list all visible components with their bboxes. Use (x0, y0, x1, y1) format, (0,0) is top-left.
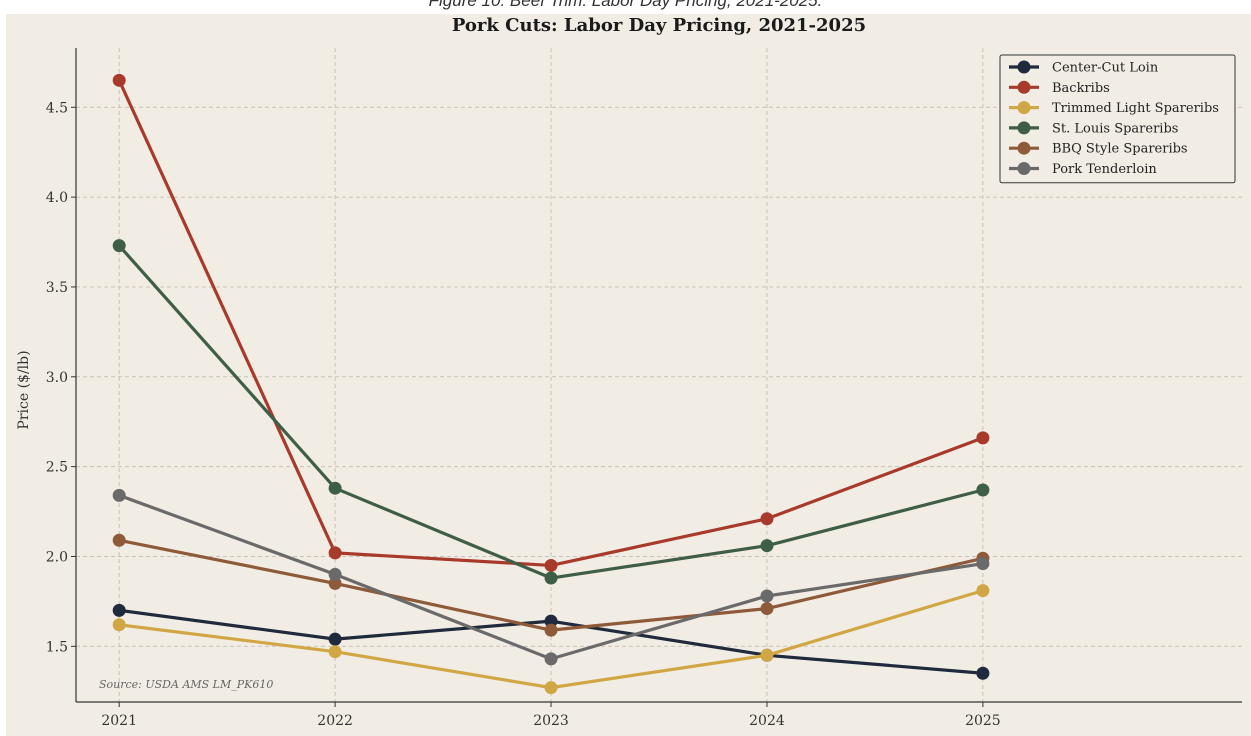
x-tick-label: 2025 (965, 713, 1001, 729)
legend-box (999, 54, 1236, 184)
data-point (760, 602, 774, 616)
data-point (328, 576, 342, 590)
axes (75, 48, 1242, 703)
data-point (328, 632, 342, 646)
data-point (976, 584, 990, 598)
series-trimmed-light-spareribs (112, 584, 990, 695)
legend-label: Center-Cut Loin (1052, 61, 1159, 76)
legend-label: St. Louis Spareribs (1052, 121, 1178, 136)
legend-label: Backribs (1052, 81, 1110, 96)
data-point (976, 557, 990, 571)
source-note: Source: USDA AMS LM_PK610 (99, 678, 273, 691)
legend-swatch-marker (1017, 60, 1031, 74)
data-point (760, 589, 774, 603)
legend: Center-Cut Loin Backribs Trimmed Light Spa… (999, 54, 1236, 184)
x-tick-label: 2024 (749, 713, 785, 729)
chart-panel: Pork Cuts: Labor Day Pricing, 2021-2025 … (6, 14, 1251, 736)
legend-swatch-marker (1017, 101, 1031, 115)
legend-swatch-marker (1017, 121, 1031, 135)
legend-swatch-marker (1017, 162, 1031, 175)
legend-swatch-marker (1017, 80, 1031, 94)
data-point (544, 571, 558, 585)
figure-caption: Figure 10: Beef Trim: Labor Day Pricing,… (428, 0, 823, 10)
legend-item: Center-Cut Loin (1009, 60, 1159, 76)
legend-item: St. Louis Spareribs (1009, 121, 1178, 136)
data-point (760, 648, 774, 662)
data-point (976, 431, 990, 445)
y-tick-label: 1.5 (46, 639, 68, 655)
data-point (112, 618, 126, 632)
y-tick-label: 2.5 (46, 460, 68, 476)
tick-labels: 1.5 2.0 2.5 3.0 3.5 4.0 4.5 2021 2022 2023 2024 202… (46, 100, 1001, 729)
chart-title: Pork Cuts: Labor Day Pricing, 2021-2025 (452, 15, 866, 36)
x-tick-label: 2021 (101, 713, 137, 729)
legend-item: Pork Tenderloin (1009, 162, 1157, 177)
legend-swatch-marker (1017, 141, 1031, 155)
data-point (112, 533, 126, 547)
grid (76, 48, 1242, 702)
data-point (976, 666, 990, 680)
data-point (544, 614, 558, 628)
series-group (112, 73, 990, 695)
series-st-louis-spareribs (112, 239, 990, 585)
line-chart: Pork Cuts: Labor Day Pricing, 2021-2025 … (16, 15, 1242, 729)
series-pork-tenderloin (112, 488, 990, 666)
y-axis-label: Price ($/lb) (16, 350, 32, 429)
y-tick-label: 4.5 (46, 100, 68, 116)
x-tick-label: 2022 (317, 713, 353, 729)
data-point (112, 603, 126, 617)
legend-item: Trimmed Light Spareribs (1009, 101, 1219, 116)
y-tick-label: 3.0 (46, 370, 68, 386)
data-point (760, 539, 774, 553)
data-point (112, 73, 126, 87)
data-point (976, 483, 990, 497)
legend-item: BBQ Style Spareribs (1009, 141, 1188, 157)
data-point (328, 546, 342, 560)
data-point (544, 558, 558, 572)
legend-item: Backribs (1009, 80, 1110, 96)
y-tick-label: 2.0 (46, 549, 68, 565)
x-tick-label: 2023 (533, 713, 569, 729)
legend-label: Pork Tenderloin (1052, 162, 1157, 177)
legend-label: BBQ Style Spareribs (1052, 142, 1188, 157)
legend-label: Trimmed Light Spareribs (1052, 101, 1219, 116)
data-point (112, 488, 126, 502)
data-point (328, 645, 342, 659)
y-tick-label: 3.5 (46, 280, 68, 296)
data-point (544, 652, 558, 666)
series-backribs (112, 73, 990, 572)
data-point (112, 239, 126, 253)
data-point (328, 567, 342, 581)
y-tick-label: 4.0 (46, 190, 68, 206)
data-point (328, 481, 342, 495)
data-point (760, 512, 774, 526)
data-point (544, 623, 558, 637)
data-point (544, 681, 558, 695)
